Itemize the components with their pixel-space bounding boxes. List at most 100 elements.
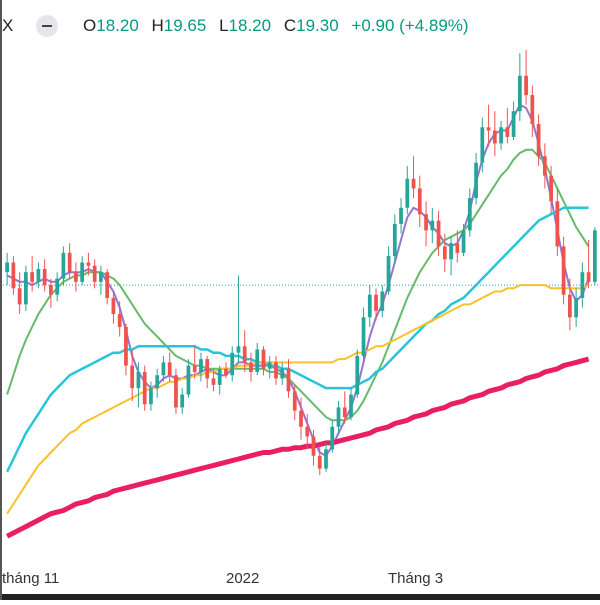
candle-body [249,362,253,373]
candle-body [217,368,222,385]
candle-body [342,407,347,418]
candle-body [299,410,303,427]
candle-body [405,178,410,208]
candle-body [392,223,397,257]
candle-body [292,391,297,411]
candle-body [5,262,10,273]
candle [505,107,510,144]
candle-body [386,256,391,292]
candle [542,143,547,189]
candle [267,355,272,379]
candle-body [324,449,328,469]
candle [236,275,241,363]
candle [49,278,53,308]
bottom-border [0,594,600,600]
candle [149,381,153,411]
candle-body [492,130,497,144]
candle [36,262,41,289]
candle [555,188,560,257]
candle [86,252,91,276]
candle [442,233,447,273]
candle-body [236,346,241,353]
candle-body [224,368,228,376]
candle [561,236,566,305]
candle [11,256,16,295]
candle [317,446,322,476]
candle-body [55,278,60,295]
candle-body [105,272,110,298]
line-ma-50 [5,206,589,473]
low-label: L [219,16,229,35]
candle [411,156,416,199]
candle-body [92,265,97,282]
candle [155,368,160,398]
candle [255,343,260,376]
candle [592,227,597,286]
candle [499,120,503,150]
candle [461,223,466,257]
candle [280,362,285,385]
candle [211,368,216,392]
candle [361,307,366,363]
candle-body [130,365,135,389]
candle-body [580,272,585,298]
candle [199,352,203,382]
candle [142,365,147,411]
candle [586,239,591,289]
candle-body [86,262,91,266]
line-ma-200 [5,356,590,539]
candle [42,259,47,292]
candle [242,330,247,373]
candle [342,391,347,424]
candle-body [274,362,278,379]
candle-body [555,201,560,247]
candle [405,165,410,215]
candle-body [255,349,260,373]
candle-body [286,368,291,392]
time-axis[interactable]: tháng 11 2022 Tháng 3 [0,562,600,594]
open-label: O [83,16,97,35]
collapse-legend-button[interactable] [36,15,58,37]
candle [449,236,453,276]
candle-body [267,362,272,369]
candle-body [524,75,528,96]
candle-body [417,188,422,215]
change-value: +0.90 (+4.89%) [351,16,469,35]
candle-body [24,272,28,305]
candle-body [74,272,78,282]
candle-body [42,268,47,286]
candle-body [461,230,466,253]
candle [67,243,72,279]
candle [386,246,391,295]
candle [192,346,197,379]
candle [24,265,28,311]
candle-body [330,426,335,450]
candle-body [117,314,122,327]
x-tick-label: 2022 [226,570,260,587]
candle-body [411,178,416,189]
open-value: 18.20 [96,16,139,35]
candle [249,352,253,382]
candle [349,388,353,421]
candle-body [317,455,322,469]
candle [161,355,166,382]
ohlc-values: O18.20 H19.65 L18.20 C19.30 +0.90 (+4.89… [83,16,469,36]
candle [130,349,135,401]
candle-body [399,207,403,224]
candle-body [149,388,153,405]
candle-body [155,375,160,389]
candle-body [455,243,460,253]
candle [299,397,303,440]
candle-body [111,297,116,315]
candle [286,359,291,398]
candle [136,362,141,408]
high-value: 19.65 [163,16,207,35]
candle-body [230,352,235,376]
candle [17,272,22,315]
candle-body [36,268,41,282]
candle [74,262,78,292]
candle-body [542,156,547,176]
candle [311,429,316,466]
